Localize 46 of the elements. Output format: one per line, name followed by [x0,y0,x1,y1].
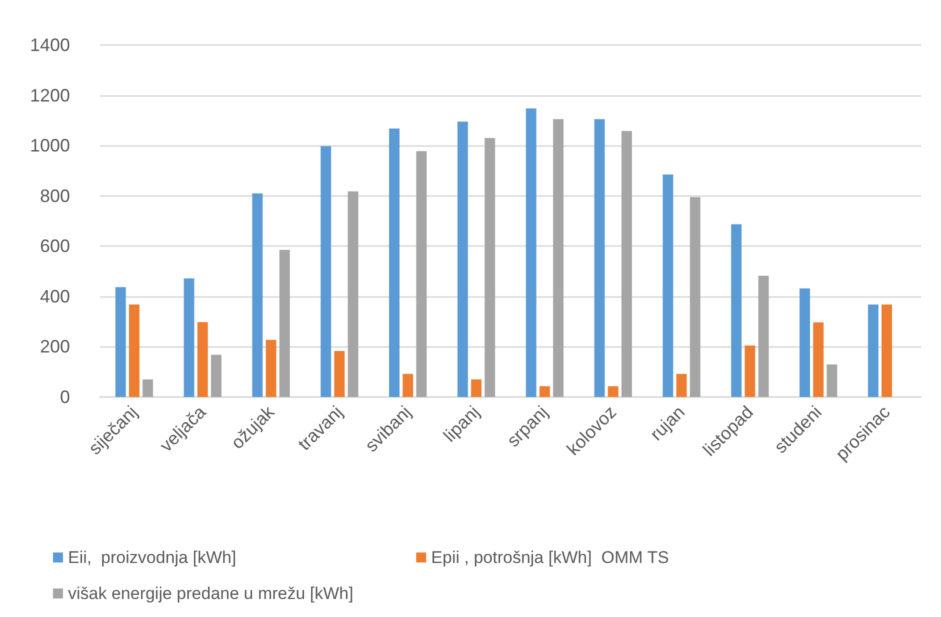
y-tick-label: 0 [60,387,70,407]
bar [115,287,126,397]
bar [608,386,618,397]
bar [252,193,263,397]
bar [676,374,687,397]
bar [868,304,878,397]
bar [142,379,154,397]
bar [553,119,564,397]
y-tick-label: 1200 [30,85,70,106]
bar [210,354,222,397]
bar [526,108,536,397]
bar [826,364,838,397]
bar [539,386,550,397]
y-tick-label: 400 [40,286,70,306]
bar [882,304,892,397]
bar [402,374,414,397]
y-tick-label: 200 [40,336,70,357]
bar [690,197,700,397]
bar [621,130,632,397]
bar [484,138,496,397]
y-tick-label: 800 [40,186,70,206]
bar [731,224,742,397]
bar [416,151,427,397]
legend-label: Epii , potrošnja [kWh] OMM TS [431,548,669,567]
legend-label: Eii, proizvodnja [kWh] [68,548,236,567]
bar [279,250,290,397]
bar [662,174,674,397]
bar [758,276,769,397]
bar [800,288,810,397]
bar [128,304,140,397]
bar [744,345,756,397]
bar [471,379,482,397]
bar [594,119,605,397]
bar [348,191,358,397]
bar [813,322,824,397]
y-tick-label: 600 [40,236,70,256]
bar [197,322,208,397]
bar [334,350,345,397]
legend-label: višak energije predane u mrežu [kWh] [68,584,354,603]
y-tick-label: 1000 [30,136,70,156]
bar [266,340,276,397]
bar [389,128,400,397]
bar [320,146,332,397]
bar [184,278,194,397]
bar [457,122,468,397]
y-tick-label: 1400 [30,35,70,55]
